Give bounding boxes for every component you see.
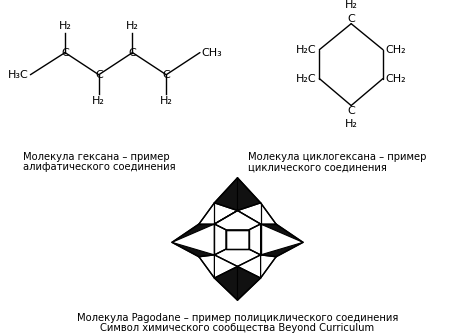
Text: C: C (347, 106, 355, 116)
Text: H₂C: H₂C (296, 74, 317, 84)
Text: CH₃: CH₃ (202, 48, 223, 58)
Polygon shape (237, 266, 261, 300)
Text: H₂: H₂ (92, 96, 105, 106)
Text: Молекула циклогексана – пример: Молекула циклогексана – пример (248, 152, 427, 162)
Polygon shape (172, 242, 214, 257)
Text: Молекула Pagodane – пример полициклического соединения: Молекула Pagodane – пример полициклическ… (77, 313, 398, 323)
Polygon shape (214, 249, 261, 266)
Text: H₂: H₂ (126, 21, 139, 31)
Text: H₃C: H₃C (8, 70, 28, 80)
Text: H₂: H₂ (345, 0, 357, 10)
Polygon shape (199, 255, 214, 278)
Polygon shape (214, 266, 237, 300)
Text: C: C (347, 14, 355, 24)
Text: C: C (162, 70, 170, 80)
Polygon shape (199, 203, 237, 224)
Text: циклического соединения: циклического соединения (248, 162, 387, 173)
Text: CH₂: CH₂ (386, 74, 407, 84)
Text: C: C (128, 48, 137, 58)
Text: C: C (95, 70, 103, 80)
Text: H₂: H₂ (345, 119, 357, 129)
Polygon shape (249, 224, 261, 255)
Polygon shape (226, 230, 249, 249)
Polygon shape (261, 255, 276, 278)
Text: H₂: H₂ (160, 96, 173, 106)
Polygon shape (214, 178, 237, 211)
Polygon shape (172, 224, 214, 242)
Polygon shape (237, 178, 261, 211)
Text: C: C (61, 48, 69, 58)
Polygon shape (214, 211, 261, 230)
Text: Символ химического сообщества Beyond Curriculum: Символ химического сообщества Beyond Cur… (100, 323, 374, 333)
Polygon shape (261, 242, 303, 257)
Polygon shape (214, 224, 226, 255)
Polygon shape (237, 203, 276, 224)
Text: CH₂: CH₂ (386, 45, 407, 55)
Text: H₂: H₂ (59, 21, 72, 31)
Polygon shape (261, 224, 303, 242)
Text: Молекула гексана – пример: Молекула гексана – пример (23, 152, 169, 162)
Text: алифатического соединения: алифатического соединения (23, 162, 175, 173)
Text: H₂C: H₂C (296, 45, 317, 55)
